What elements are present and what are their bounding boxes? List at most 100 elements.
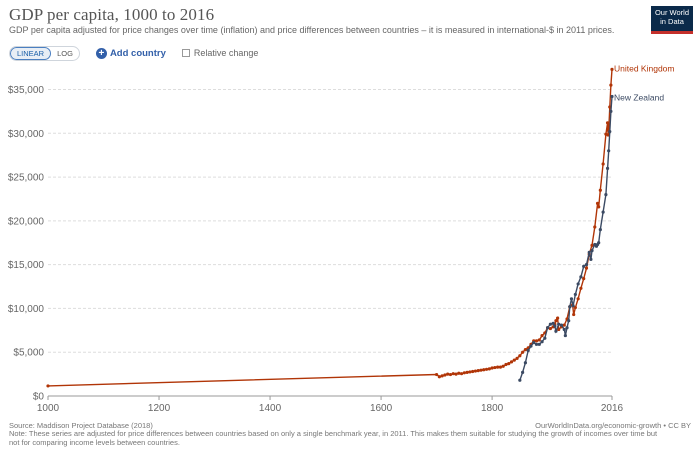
data-point[interactable] xyxy=(473,369,478,373)
data-point[interactable] xyxy=(515,356,519,360)
data-point[interactable] xyxy=(529,344,533,348)
data-point[interactable] xyxy=(582,277,586,281)
data-point[interactable] xyxy=(554,329,558,333)
data-point[interactable] xyxy=(598,228,602,232)
data-point[interactable] xyxy=(608,129,612,134)
data-point[interactable] xyxy=(597,241,601,245)
relative-change-checkbox[interactable] xyxy=(181,49,190,57)
data-point[interactable] xyxy=(440,374,444,378)
owid-logo[interactable]: Our World in Data xyxy=(651,6,693,34)
data-point[interactable] xyxy=(559,323,564,327)
data-point[interactable] xyxy=(465,370,469,374)
data-point[interactable] xyxy=(557,327,561,332)
data-point[interactable] xyxy=(590,249,594,253)
data-point[interactable] xyxy=(590,243,594,247)
data-point[interactable] xyxy=(593,225,597,229)
data-point[interactable] xyxy=(557,322,561,326)
data-point[interactable] xyxy=(598,188,602,192)
data-point[interactable] xyxy=(609,83,613,87)
log-scale-button[interactable]: LOG xyxy=(57,48,73,58)
data-point[interactable] xyxy=(548,326,552,331)
data-point[interactable] xyxy=(610,94,614,99)
data-point[interactable] xyxy=(457,371,461,375)
data-point[interactable] xyxy=(609,109,613,114)
data-point[interactable] xyxy=(573,305,577,310)
data-point[interactable] xyxy=(579,275,583,279)
data-point[interactable] xyxy=(468,370,472,374)
data-point[interactable] xyxy=(565,326,569,330)
data-point[interactable] xyxy=(576,282,580,286)
data-point[interactable] xyxy=(462,371,466,375)
data-point[interactable] xyxy=(532,340,536,345)
data-point[interactable] xyxy=(443,373,447,377)
data-point[interactable] xyxy=(537,338,541,342)
data-point[interactable] xyxy=(568,305,572,309)
data-point[interactable] xyxy=(567,319,571,323)
data-point[interactable] xyxy=(595,201,600,205)
data-point[interactable] xyxy=(554,319,558,323)
data-point[interactable] xyxy=(507,362,511,366)
data-point[interactable] xyxy=(572,312,576,317)
data-point[interactable] xyxy=(482,368,486,372)
data-point[interactable] xyxy=(490,366,494,370)
data-point[interactable] xyxy=(582,264,586,268)
data-point[interactable] xyxy=(534,342,539,346)
data-point[interactable] xyxy=(521,370,525,374)
series-line-new-zealand[interactable] xyxy=(519,96,613,381)
data-point[interactable] xyxy=(604,192,608,197)
data-point[interactable] xyxy=(605,121,610,125)
data-point[interactable] xyxy=(579,286,583,290)
data-point[interactable] xyxy=(446,372,450,376)
data-point[interactable] xyxy=(501,364,505,368)
data-point[interactable] xyxy=(553,324,557,328)
data-point[interactable] xyxy=(601,210,605,214)
data-point[interactable] xyxy=(484,367,489,371)
data-point[interactable] xyxy=(589,257,593,261)
series-label[interactable]: United Kingdom xyxy=(614,63,674,73)
data-point[interactable] xyxy=(584,263,589,267)
data-point[interactable] xyxy=(540,340,544,344)
data-point[interactable] xyxy=(434,372,439,377)
data-point[interactable] xyxy=(448,372,453,377)
data-point[interactable] xyxy=(498,365,503,369)
data-point[interactable] xyxy=(548,322,552,326)
data-point[interactable] xyxy=(46,384,50,388)
linear-scale-button[interactable]: LINEAR xyxy=(10,46,52,60)
data-point[interactable] xyxy=(607,149,611,153)
data-point[interactable] xyxy=(509,360,514,364)
data-point[interactable] xyxy=(518,354,522,358)
data-point[interactable] xyxy=(562,327,566,332)
data-point[interactable] xyxy=(437,375,441,379)
data-point[interactable] xyxy=(610,67,614,71)
data-point[interactable] xyxy=(601,162,605,166)
data-point[interactable] xyxy=(479,368,483,372)
data-point[interactable] xyxy=(551,321,555,325)
data-point[interactable] xyxy=(563,333,567,338)
data-point[interactable] xyxy=(496,365,500,369)
data-point[interactable] xyxy=(562,323,566,327)
data-point[interactable] xyxy=(512,358,516,362)
data-point[interactable] xyxy=(451,372,455,376)
data-point[interactable] xyxy=(471,369,475,374)
data-point[interactable] xyxy=(573,292,577,297)
data-point[interactable] xyxy=(518,378,522,382)
data-point[interactable] xyxy=(459,372,464,376)
add-country-button[interactable]: + Add country xyxy=(95,47,166,59)
data-point[interactable] xyxy=(454,372,458,376)
data-point[interactable] xyxy=(521,350,525,354)
data-point[interactable] xyxy=(543,336,547,340)
data-point[interactable] xyxy=(569,297,574,301)
data-point[interactable] xyxy=(493,365,497,370)
series-line-united-kingdom[interactable] xyxy=(47,69,613,387)
data-point[interactable] xyxy=(571,304,575,308)
source-url[interactable]: OurWorldInData.org/economic-growth • CC … xyxy=(535,421,691,430)
data-point[interactable] xyxy=(576,297,580,301)
data-point[interactable] xyxy=(534,339,539,343)
data-point[interactable] xyxy=(476,369,480,373)
data-point[interactable] xyxy=(504,362,508,367)
relative-change-toggle[interactable]: Relative change xyxy=(181,48,258,58)
data-point[interactable] xyxy=(487,367,491,371)
data-point[interactable] xyxy=(523,361,528,365)
data-point[interactable] xyxy=(526,348,530,353)
data-point[interactable] xyxy=(540,333,544,338)
